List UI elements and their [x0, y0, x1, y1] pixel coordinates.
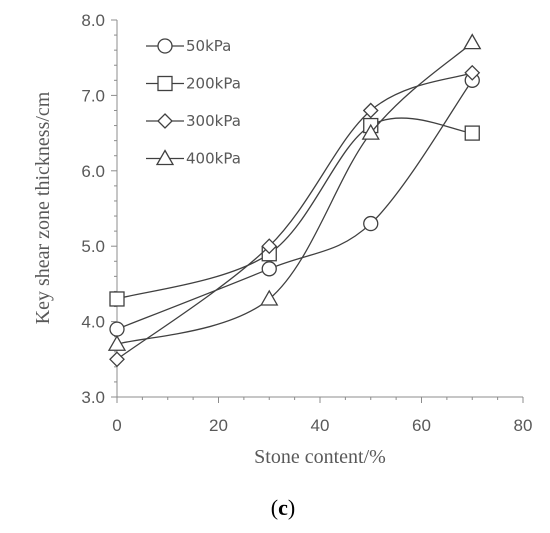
y-tick-label: 7.0: [81, 86, 105, 105]
data-point: [109, 321, 125, 337]
x-tick-label: 0: [112, 416, 121, 435]
series-200kpa: [109, 117, 480, 307]
y-tick-label: 6.0: [81, 162, 105, 181]
data-point: [261, 238, 278, 255]
figure-caption: (c): [271, 495, 295, 520]
data-point: [109, 291, 125, 307]
legend-label: 300kPa: [186, 112, 241, 130]
caption-letter: c: [278, 495, 288, 520]
series-line: [116, 117, 473, 300]
x-tick-label: 40: [311, 416, 330, 435]
x-axis-title: Stone content/%: [254, 446, 386, 468]
caption-open-paren: (: [271, 495, 278, 520]
legend-marker: [155, 149, 175, 166]
data-point: [363, 215, 379, 232]
legend-item: 200kPa: [146, 75, 241, 93]
data-point: [109, 351, 125, 368]
series-300kpa: [109, 64, 481, 368]
x-tick-label: 20: [209, 416, 228, 435]
data-point: [464, 64, 481, 81]
caption-close-paren: ): [288, 495, 295, 520]
series-400kpa: [107, 33, 482, 351]
y-tick-label: 3.0: [81, 388, 105, 407]
legend-label: 400kPa: [186, 150, 241, 168]
series-50kpa: [109, 72, 480, 337]
y-tick-label: 5.0: [81, 237, 105, 256]
y-axis-title: Key shear zone thickness/cm: [32, 91, 54, 324]
legend-item: 50kPa: [146, 37, 231, 55]
y-tick-label: 4.0: [81, 313, 105, 332]
x-tick-label: 60: [412, 416, 431, 435]
legend-item: 300kPa: [146, 112, 241, 130]
legend-label: 200kPa: [186, 75, 241, 93]
data-point: [362, 102, 379, 119]
legend-marker: [157, 75, 173, 92]
series-line: [116, 72, 473, 360]
series-line: [116, 79, 473, 330]
y-tick-label: 8.0: [81, 11, 105, 30]
legend-label: 50kPa: [186, 37, 231, 55]
x-tick-label: 80: [514, 416, 533, 435]
legend-item: 400kPa: [146, 149, 241, 168]
data-point: [261, 261, 277, 277]
data-point: [361, 123, 380, 140]
data-point: [260, 289, 279, 306]
series-layer: [107, 33, 482, 368]
data-point: [107, 334, 127, 351]
legend-marker: [157, 113, 173, 129]
data-point: [464, 125, 480, 141]
axes: 3.0 4.0 5.0 6.0 7.0 8.0 0 20 40 60 80: [81, 11, 532, 435]
legend: 50kPa 200kPa 300kPa 400kPa: [146, 37, 241, 168]
series-line: [116, 42, 473, 345]
legend-marker: [157, 38, 173, 54]
data-point: [463, 33, 482, 50]
